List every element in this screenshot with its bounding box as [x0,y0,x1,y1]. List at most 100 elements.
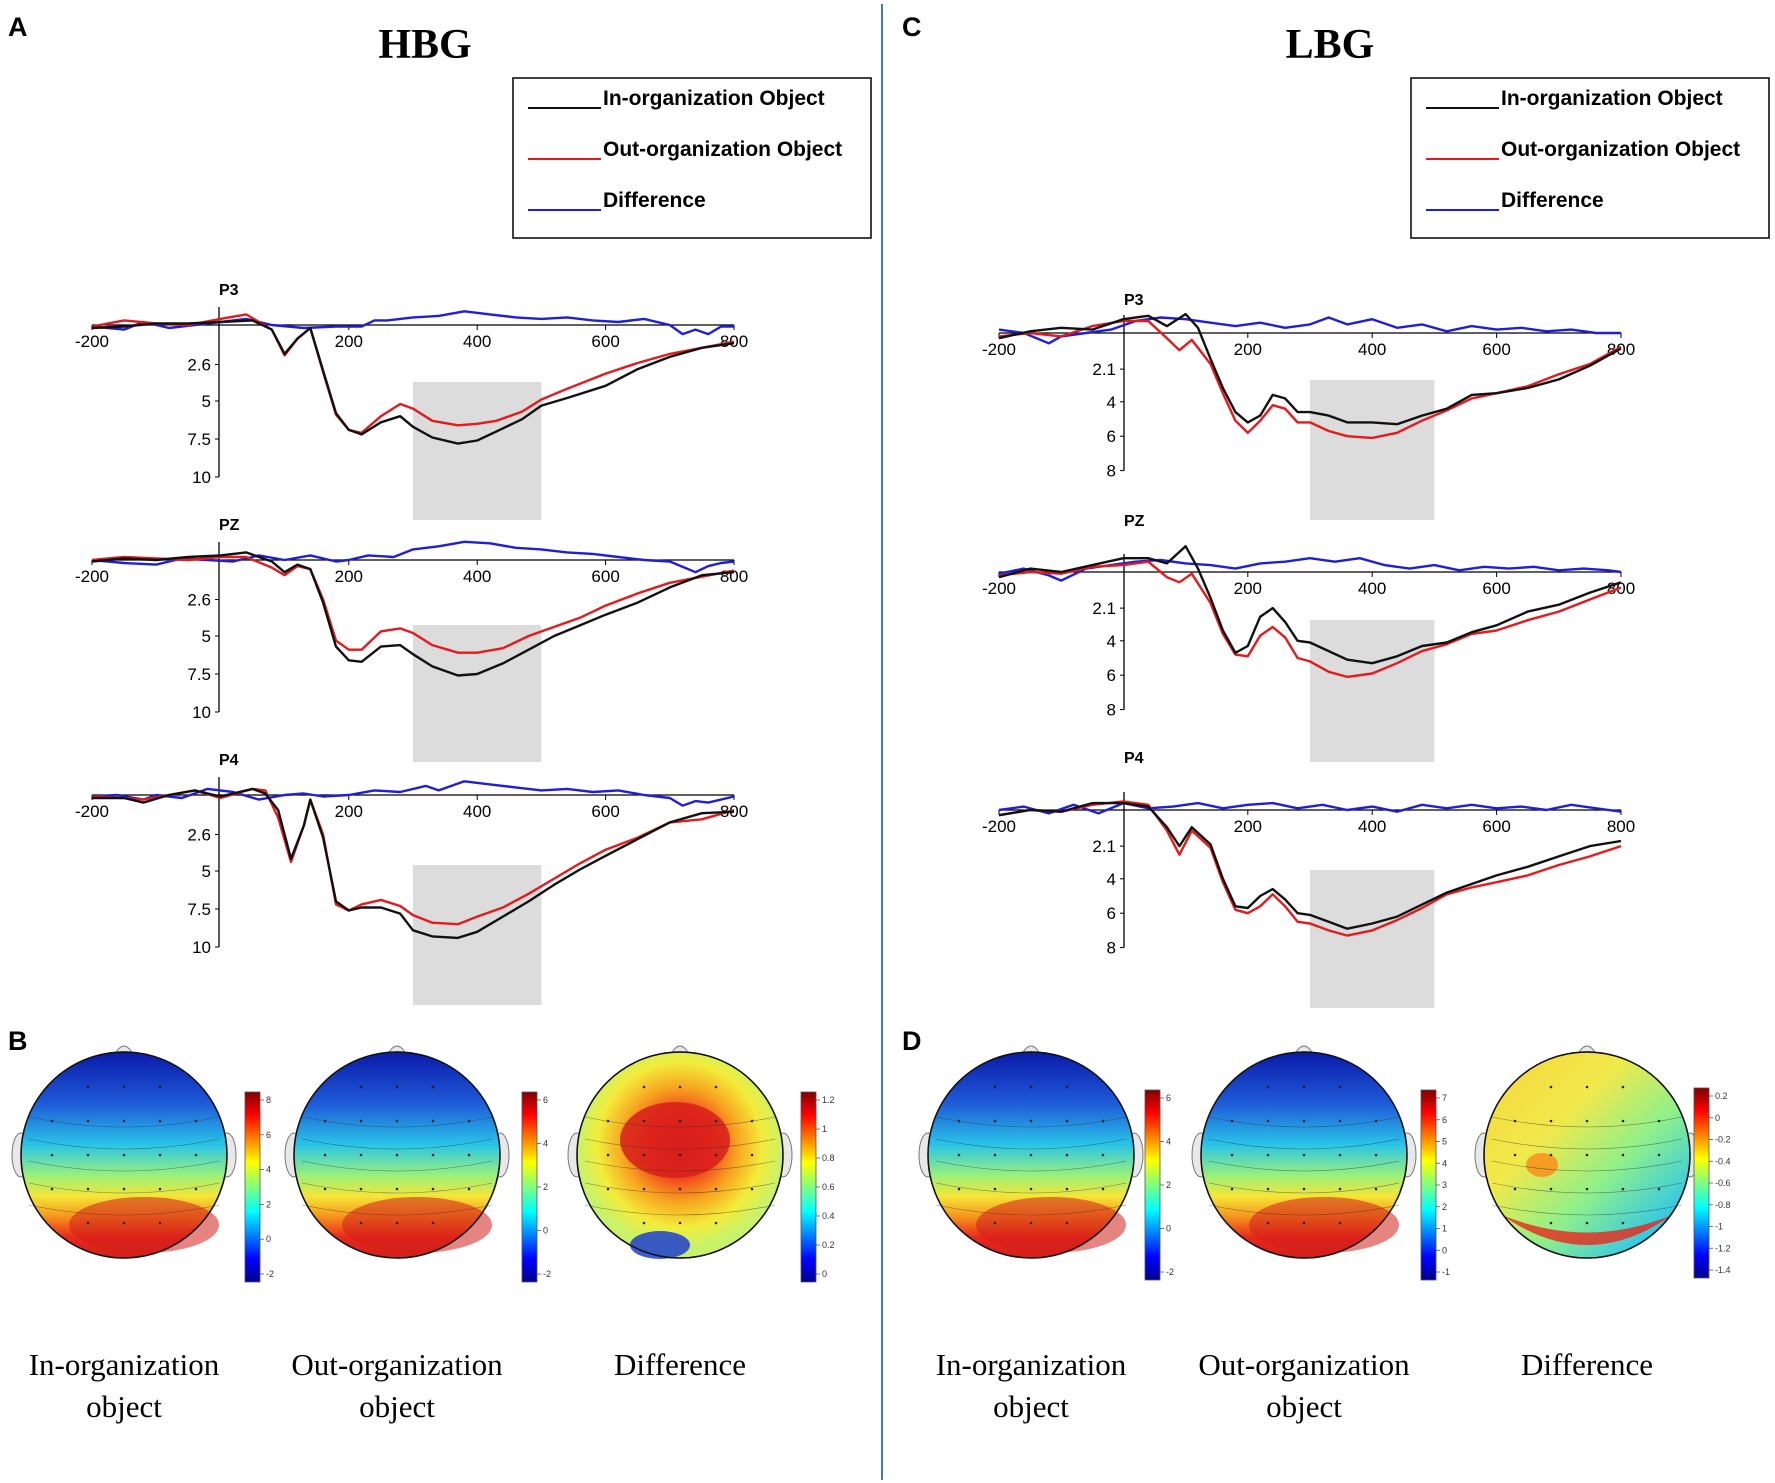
electrode-dot [993,1221,997,1225]
colorbar-tick-label: 1 [1442,1224,1447,1234]
y-tick-label: 5 [202,862,211,881]
electrode-dot [1585,1187,1589,1191]
colorbar-tick-label: 0 [822,1269,827,1279]
y-tick-label: 5 [202,627,211,646]
electrode-dot [714,1085,718,1089]
electrode-dot [158,1187,162,1191]
series-out [998,560,1622,679]
colorbar-tick-label: 0 [543,1226,548,1236]
erp-plot-p4: P4 -200 200 400 600 800 2.6 5 7.5 10 [75,752,748,1005]
electrode-label: PZ [219,517,240,534]
electrode-dot [750,1119,754,1123]
erp-plot-p3: P3 -200 200 400 600 800 2.6 5 7.5 10 [75,282,748,520]
electrode-dot [993,1119,997,1123]
colorbar-tick-label: 0.8 [822,1153,835,1163]
electrode-label: P3 [1124,292,1144,309]
contour-line [1491,1204,1683,1216]
electrode-dot [158,1221,162,1225]
electrode-dot [678,1085,682,1089]
topomap-out: 7 6 5 4 3 2 1 0 -1 Out-organization object [1191,1045,1450,1424]
x-tick-label: 600 [1482,340,1510,359]
legend-label-out: Out-organization Object [1501,138,1740,161]
x-tick-label: 600 [591,332,619,351]
electrode-dot [1657,1119,1661,1123]
hotspot [976,1197,1126,1253]
electrode-dot [1374,1187,1378,1191]
lbg-half: C LBG In-organization Object Out-organizati… [902,12,1770,1424]
electrode-dot [122,1187,126,1191]
contour-line [935,1138,1127,1150]
electrode-dot [1374,1119,1378,1123]
y-tick-label: 2.6 [187,826,211,845]
x-tick-label: 400 [463,802,491,821]
electrode-dot [1585,1119,1589,1123]
electrode-dot [993,1085,997,1089]
topomap-out: 6 4 2 0 -2 Out-organization object [284,1045,551,1424]
electrode-dot [1065,1153,1069,1157]
electrode-dot [1513,1119,1517,1123]
electrode-dot [642,1187,646,1191]
colorbar [1420,1089,1437,1281]
electrode-dot [359,1119,363,1123]
contour-line [1208,1204,1400,1216]
legend: In-organization Object Out-organization O… [512,77,872,239]
highlight-window [413,625,542,762]
electrode-dot [122,1221,126,1225]
hbg-half: A HBG In-organization Object Out-organizati… [8,12,872,1424]
series-in [92,787,735,940]
colorbar-tick-label: 6 [1166,1093,1171,1103]
colorbar-tick-label: -0.8 [1715,1200,1731,1210]
electrode-dot [1266,1221,1270,1225]
topomap-caption: Difference [614,1347,746,1382]
topomap-caption: object [359,1389,435,1424]
electrode-dot [1029,1153,1033,1157]
legend-label-in: In-organization Object [603,87,825,110]
contour-line [301,1204,493,1216]
series-out [998,800,1622,937]
electrode-dot [1549,1085,1553,1089]
group-title: LBG [1286,22,1375,68]
electrode-dot [1266,1153,1270,1157]
colorbar-tick-label: 4 [1442,1158,1447,1168]
electrode-dot [359,1187,363,1191]
electrode-dot [1338,1153,1342,1157]
colorbar [1693,1087,1710,1279]
y-tick-label: 2.1 [1092,837,1116,856]
colorbar-tick-label: 1.2 [822,1095,835,1105]
electrode-dot [750,1153,754,1157]
series-in [91,319,735,445]
electrode-dot [678,1153,682,1157]
topomap-caption: Out-organization [1198,1347,1410,1382]
electrode-dot [323,1119,327,1123]
series-out [91,787,735,926]
x-tick-label: 600 [591,802,619,821]
group-title: HBG [378,22,471,68]
y-tick-label: 6 [1107,427,1116,446]
topomap-caption: object [86,1389,162,1424]
electrode-dot [194,1119,198,1123]
contour-line [301,1138,493,1150]
legend-label-in: In-organization Object [1501,87,1723,110]
head-outline [20,1051,228,1259]
electrode-dot [395,1187,399,1191]
panel-letter-c: C [902,12,922,42]
electrode-dot [642,1221,646,1225]
electrode-dot [323,1187,327,1191]
erp-plot-pz: PZ -200 200 400 600 800 2.6 5 7.5 10 [75,517,748,762]
electrode-dot [158,1085,162,1089]
x-tick-label: 200 [335,802,363,821]
electrode-dot [1657,1187,1661,1191]
electrode-dot [1230,1187,1234,1191]
x-tick-label: 800 [1607,817,1635,836]
highlight-window [413,865,542,1005]
contour-line [935,1160,1127,1172]
electrode-dot [1338,1085,1342,1089]
electrode-dot [86,1085,90,1089]
y-tick-label: 2.6 [187,356,211,375]
electrode-dot [1374,1153,1378,1157]
colorbar-tick-label: 6 [1442,1115,1447,1125]
electrode-dot [714,1187,718,1191]
contour-line [28,1160,220,1172]
colorbar-tick-label: -1 [1442,1267,1450,1277]
